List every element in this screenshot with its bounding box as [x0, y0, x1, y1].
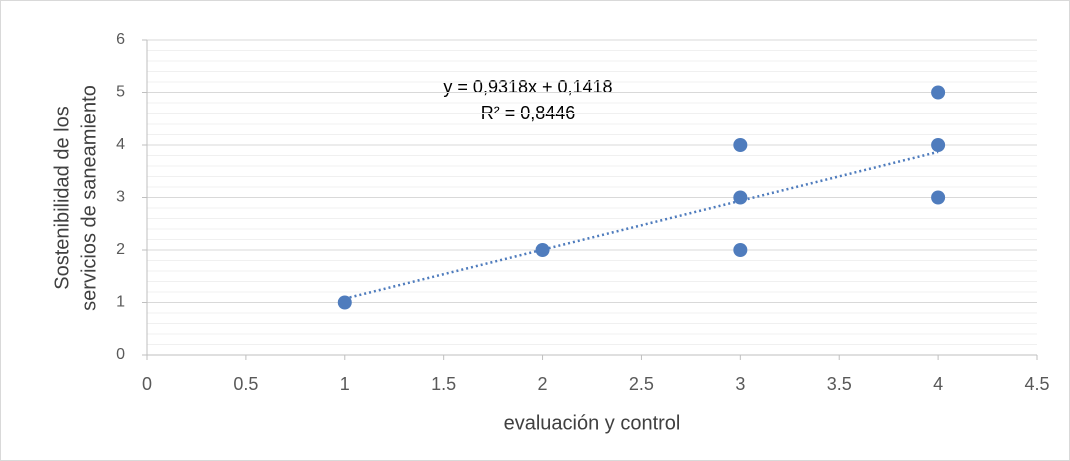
trendline-equation: y = 0,9318x + 0,1418 — [443, 77, 612, 97]
x-tick-label: 3 — [735, 374, 745, 394]
x-tick-label: 0 — [142, 374, 152, 394]
x-tick-label: 1.5 — [431, 374, 456, 394]
y-tick-label: 2 — [116, 241, 125, 258]
data-point — [535, 243, 550, 257]
data-point — [931, 85, 946, 100]
x-axis-label: evaluación y control — [504, 412, 681, 434]
data-point — [733, 243, 748, 257]
data-point — [337, 295, 352, 310]
trendline — [344, 150, 939, 300]
data-point — [733, 190, 748, 205]
y-tick-label: 1 — [116, 294, 125, 311]
x-tick-label: 2 — [538, 374, 548, 394]
data-point — [733, 138, 748, 152]
y-tick-label: 3 — [116, 189, 125, 206]
y-tick-label: 5 — [116, 84, 125, 101]
y-axis-label-line: servicios de saneamiento — [78, 85, 100, 311]
x-tick-label: 3.5 — [827, 374, 852, 394]
y-axis-label-line: Sostenibilidad de los — [51, 106, 73, 289]
x-tick-label: 0.5 — [233, 374, 258, 394]
data-point — [931, 138, 946, 152]
trendline-r2: R² = 0,8446 — [481, 103, 576, 123]
x-tick-label: 4.5 — [1024, 374, 1049, 394]
x-tick-label: 1 — [340, 374, 350, 394]
y-axis-label: Sostenibilidad de los servicios de sanea… — [51, 85, 100, 311]
y-tick-label: 4 — [116, 136, 125, 153]
x-tick-label: 2.5 — [629, 374, 654, 394]
y-tick-label: 6 — [116, 31, 125, 48]
x-tick-label: 4 — [933, 374, 943, 394]
y-tick-label: 0 — [116, 346, 125, 363]
data-point — [931, 190, 946, 205]
